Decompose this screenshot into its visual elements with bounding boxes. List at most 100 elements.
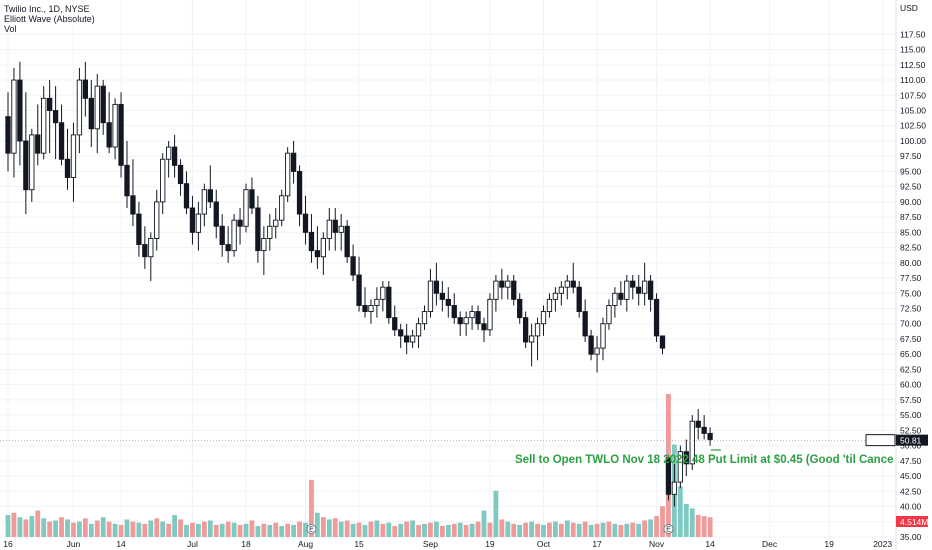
date-tick-label: Jul	[187, 539, 198, 549]
date-tick-label: 18	[241, 539, 251, 549]
candle-body	[171, 146, 178, 166]
candle	[314, 226, 321, 269]
volume-bar	[285, 523, 291, 537]
candle-body	[148, 237, 154, 258]
candle-body	[344, 225, 350, 258]
candle	[362, 287, 368, 318]
candle	[606, 299, 612, 330]
candle-body	[659, 335, 666, 349]
price-tick-label: 80.00	[900, 258, 922, 268]
volume-bar	[523, 522, 529, 537]
date-tick-label: 14	[705, 539, 715, 549]
date-tick-label: Nov	[649, 539, 665, 549]
candle-body	[76, 79, 83, 136]
candle-body	[576, 286, 582, 313]
candle-body	[362, 305, 368, 313]
candle	[112, 98, 118, 160]
candle	[76, 67, 83, 154]
candle	[160, 153, 166, 215]
earnings-e-icon[interactable]: E	[306, 524, 317, 534]
candle	[195, 201, 202, 251]
volume-bar	[47, 521, 53, 537]
candle	[624, 275, 630, 312]
price-tick-label: 85.00	[900, 227, 922, 237]
price-tick-label: 47.50	[900, 456, 922, 466]
volume-bar	[677, 486, 683, 537]
volume-bar	[261, 523, 267, 537]
candle-body	[82, 79, 89, 99]
volume-bar	[564, 520, 570, 537]
candle-body	[457, 317, 463, 325]
indicator-elliott-wave[interactable]: Elliott Wave (Absolute)	[4, 14, 95, 24]
volume-bar	[142, 523, 148, 537]
volume-bar	[481, 510, 487, 537]
candle	[23, 92, 29, 215]
volume-bar	[683, 504, 689, 537]
volume-bar	[267, 524, 273, 537]
candle-body	[326, 219, 332, 239]
candle	[427, 268, 434, 318]
candle-body	[618, 292, 624, 300]
candle	[409, 329, 416, 349]
price-axis[interactable]: 35.0037.5040.0042.5045.0047.5050.0052.50…	[900, 29, 926, 542]
candle	[558, 281, 565, 306]
candle	[636, 275, 642, 306]
candle-body	[261, 237, 267, 252]
price-tick-label: 60.00	[900, 380, 922, 390]
candle-body	[249, 189, 255, 209]
candle-body	[356, 274, 362, 306]
candle-body	[374, 298, 380, 306]
candle-body	[528, 335, 535, 343]
candle	[683, 439, 689, 477]
candle	[249, 177, 255, 215]
candle-body	[100, 85, 106, 124]
candle	[493, 275, 499, 312]
candle-body	[630, 280, 636, 288]
volume-bar	[255, 526, 261, 537]
time-axis[interactable]: 16 Jun 14 Jul 18 Aug 15 Sep 19 Oct 17 Nov 14 Dec 19 202…	[3, 539, 892, 549]
volume-bar	[487, 522, 493, 537]
volume-bar	[493, 490, 499, 537]
earnings-e-icon[interactable]: E	[663, 524, 674, 534]
candle-body	[647, 280, 654, 300]
volume-bar	[332, 518, 338, 537]
candle	[665, 457, 672, 501]
candle-body	[237, 219, 243, 227]
volume-bar	[350, 523, 356, 537]
volume-bar	[207, 520, 213, 537]
volume-bar	[279, 526, 285, 537]
volume-bar	[553, 521, 558, 537]
candle-body	[404, 335, 410, 343]
candle	[29, 128, 35, 202]
last-volume-tag: 4.514M	[896, 516, 928, 527]
candle	[171, 134, 178, 178]
date-tick-label: Sep	[423, 539, 438, 549]
candle	[302, 195, 309, 245]
candle-body	[427, 280, 434, 313]
candle	[154, 189, 160, 251]
candle	[58, 104, 65, 166]
candle	[457, 311, 463, 336]
volume-bar	[582, 521, 588, 537]
volume-bar	[273, 522, 279, 537]
volume-bar	[320, 517, 326, 537]
volume-bar	[124, 519, 130, 537]
indicator-volume[interactable]: Vol	[4, 24, 17, 34]
price-tick-label: 102.50	[900, 121, 926, 131]
volume-bar	[17, 517, 23, 537]
candle-body	[636, 286, 642, 294]
candle-body	[398, 329, 404, 337]
candle	[70, 122, 77, 202]
volume-bar	[469, 523, 475, 537]
volume-bar	[374, 520, 380, 537]
candle	[689, 415, 695, 470]
candle	[564, 275, 570, 300]
volume-bar	[368, 521, 374, 537]
candle	[17, 61, 23, 166]
candle	[540, 305, 547, 336]
symbol-title[interactable]: Twilio Inc., 1D, NYSE	[4, 4, 90, 14]
candle	[511, 275, 517, 306]
volume-bar	[380, 523, 386, 537]
volume-bar	[249, 520, 255, 537]
